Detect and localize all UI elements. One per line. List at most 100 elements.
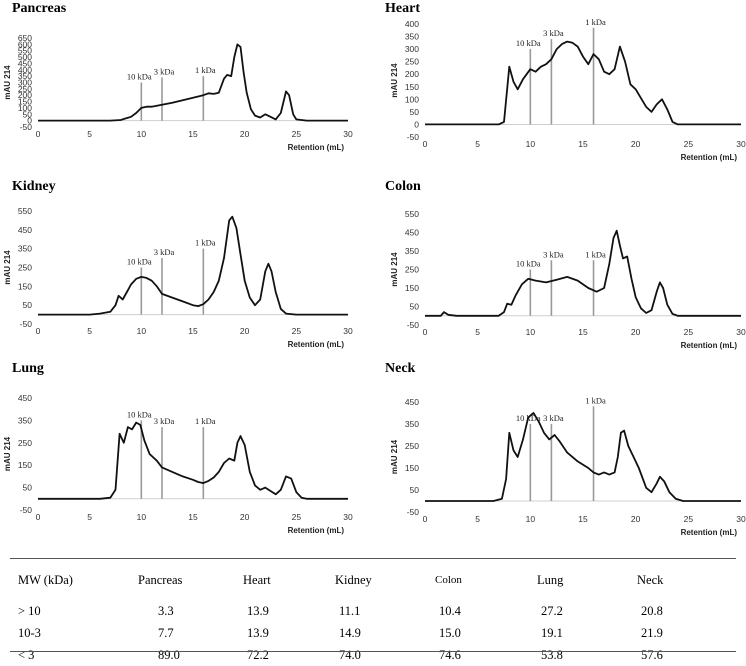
y-tick-label: 100 [405,94,419,104]
x-axis-label: Retention (mL) [288,526,345,535]
y-tick-label: 50 [410,107,420,117]
mw-marker-label: 3 kDa [543,249,564,259]
x-axis-label: Retention (mL) [288,340,345,349]
x-tick-label: 20 [631,514,641,524]
y-tick-label: 150 [405,82,419,92]
y-tick-label: 250 [405,57,419,67]
chromatogram-line-pancreas [38,43,348,122]
y-tick-label: 350 [18,244,32,254]
y-axis-label: mAU 214 [3,250,12,285]
y-tick-label: 450 [405,228,419,238]
y-tick-label: 350 [18,415,32,425]
table-top-rule [10,558,736,559]
y-tick-label: 50 [410,302,420,312]
y-tick-label: 50 [23,109,33,119]
mw-marker-label: 10 kDa [127,257,152,267]
y-tick-label: 250 [405,265,419,275]
cell: 27.2 [541,603,563,618]
chart-lung: Lung -50 50 150 250 350 450 0 5 10 15 20 25 30 mAU 214… [0,360,373,540]
y-tick-label: 50 [23,300,33,310]
y-tick-label: 150 [18,281,32,291]
x-tick-label: 5 [475,327,480,337]
y-tick-label: 150 [18,460,32,470]
mw-marker-label: 3 kDa [543,413,564,423]
mw-marker-label: 10 kDa [127,409,152,419]
chart-title: Neck [385,361,416,376]
y-tick-label: 0 [27,116,32,126]
y-tick-label: 150 [405,463,419,473]
mw-marker-label: 3 kDa [543,28,564,38]
x-tick-label: 25 [684,514,694,524]
header-heart: Heart [243,572,271,587]
y-tick-label: 350 [18,71,32,81]
y-tick-label: 350 [405,32,419,42]
x-tick-label: 15 [188,512,198,522]
chart-title: Lung [12,361,44,376]
x-axis-label: Retention (mL) [681,341,738,350]
y-tick-label: 350 [405,419,419,429]
table-header-row: MW (kDa) Pancreas Heart Kidney Colon Lun… [10,560,736,600]
x-tick-label: 30 [343,512,353,522]
mw-marker-label: 1 kDa [585,17,606,27]
x-tick-label: 0 [36,326,41,336]
chart-title: Kidney [12,179,56,194]
chromatogram-line-colon [425,229,741,317]
y-tick-label: 450 [18,58,32,68]
cell: 20.8 [641,603,663,618]
y-tick-label: 500 [18,52,32,62]
y-tick-label: 300 [18,78,32,88]
mw-marker-label: 10 kDa [516,38,541,48]
chart-heart: Heart -50 0 50 100 150 200 250 300 350 400 0 5 10 15 20… [373,0,746,175]
row-label: < 3 [18,647,35,662]
y-tick-label: 300 [405,44,419,54]
chromatogram-line-lung [38,421,348,500]
x-tick-label: 10 [137,129,147,139]
x-tick-label: 25 [684,327,694,337]
cell: 21.9 [641,625,663,640]
y-tick-label: -50 [20,505,33,515]
x-tick-label: 20 [631,327,641,337]
mw-marker-label: 3 kDa [154,247,175,257]
y-tick-label: 400 [18,65,32,75]
x-tick-label: 25 [684,139,694,149]
x-tick-label: 15 [188,326,198,336]
cell: 13.9 [247,603,269,618]
y-tick-label: 250 [405,441,419,451]
chart-svg: Colon -50 50 150 250 350 450 550 0 5 10 15 20 25 30 mAU… [385,179,746,350]
chart-title: Pancreas [12,1,67,16]
y-tick-label: 550 [405,209,419,219]
y-tick-label: -50 [407,132,420,142]
y-tick-label: 400 [405,19,419,29]
row-label: > 10 [18,603,41,618]
y-tick-label: 150 [405,283,419,293]
y-tick-label: -50 [407,320,420,330]
x-axis-label: Retention (mL) [288,143,345,152]
x-tick-label: 5 [87,512,92,522]
table-row: 10-3 7.7 13.9 14.9 15.0 19.1 21.9 [10,622,736,644]
mw-marker-label: 3 kDa [154,66,175,76]
y-tick-label: 100 [18,103,32,113]
chart-svg: Pancreas-5005010015020025030035040045050… [3,1,353,152]
y-tick-label: 450 [405,397,419,407]
chart-colon: Colon -50 50 150 250 350 450 550 0 5 10 15 20 25 30 mAU… [373,178,746,353]
x-tick-label: 30 [736,327,746,337]
cell: 89.0 [158,647,180,662]
x-tick-label: 30 [736,139,746,149]
cell: 57.6 [641,647,663,662]
chromatogram-line-neck [425,412,741,502]
y-tick-label: 250 [18,438,32,448]
x-tick-label: 5 [87,326,92,336]
cell: 7.7 [158,625,174,640]
y-tick-label: -50 [407,507,420,517]
y-axis-label: mAU 214 [390,439,399,474]
x-tick-label: 0 [36,512,41,522]
y-tick-label: 650 [18,33,32,43]
x-tick-label: 15 [578,139,588,149]
mw-marker-label: 10 kDa [516,259,541,269]
x-tick-label: 10 [137,326,147,336]
x-tick-label: 15 [578,514,588,524]
x-tick-label: 20 [631,139,641,149]
x-tick-label: 5 [475,514,480,524]
x-tick-label: 10 [526,139,536,149]
chart-svg: Lung -50 50 150 250 350 450 0 5 10 15 20 25 30 mAU 214… [3,361,353,535]
